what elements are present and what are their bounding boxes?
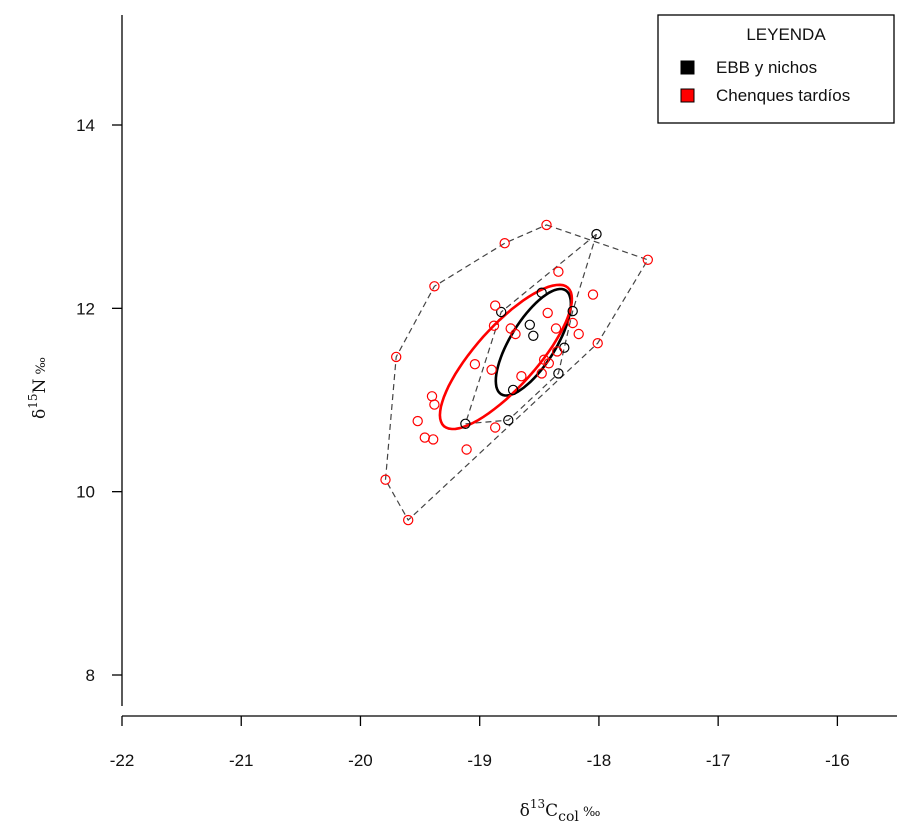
point-s1-30 [380,474,391,485]
point-s0-1 [536,287,547,298]
hull-series-1 [384,224,649,522]
point-s0-2 [567,305,578,317]
point-s0-6 [559,342,570,353]
point-s1-1 [499,237,510,249]
y-ticks: 8 10 12 14 [76,116,122,685]
y-tick-label-0: 8 [86,666,95,685]
point-s1-21 [536,368,547,379]
x-ticks: -22 -21 -20 -19 -18 -17 -16 [110,716,850,770]
y-tick-label-1: 10 [76,483,95,502]
point-s1-28 [428,434,439,445]
x-title-main: C [545,801,558,821]
x-tick-label-1: -21 [229,751,254,770]
point-s1-4 [429,281,440,292]
point-s1-14 [592,338,603,349]
x-tick-label-6: -16 [825,751,850,770]
point-s0-9 [460,418,471,429]
legend-swatch-ebb [680,60,695,75]
point-s0-3 [496,306,507,318]
point-s1-25 [412,415,423,427]
point-s1-27 [419,432,430,443]
legend-label-chenques: Chenques tardíos [716,86,850,105]
x-title-sup: 13 [530,797,545,811]
standard-ellipses [438,283,574,431]
point-s1-11 [550,323,562,334]
point-s1-0 [541,219,552,231]
point-s1-6 [490,300,501,311]
point-s1-5 [587,289,599,300]
x-tick-label-0: -22 [110,751,135,770]
axes [121,15,897,717]
y-tick-label-3: 14 [76,116,95,135]
point-s1-19 [469,359,481,370]
point-s1-26 [490,422,501,433]
legend-box [657,14,895,124]
point-s1-9 [488,320,500,331]
y-title-sup: 15 [26,393,40,408]
point-s0-4 [524,319,536,330]
point-s0-0 [591,228,602,240]
x-tick-label-5: -17 [706,751,731,770]
x-tick-label-3: -19 [467,751,492,770]
point-s1-29 [461,444,472,455]
legend: LEYENDA EBB y nichos Chenques tardíos [657,14,895,124]
x-title-sub: col [558,809,579,825]
point-s1-24 [429,399,440,410]
point-s1-13 [573,328,584,340]
x-axis-title: δ13Ccol ‰ [520,797,601,825]
convex-hulls [384,224,649,522]
point-s1-7 [542,307,553,319]
data-points [380,219,654,526]
point-s1-2 [642,254,654,265]
y-axis-title: δ15N ‰ [26,357,50,419]
point-s0-7 [553,368,564,379]
point-s1-15 [552,346,563,357]
x-tick-label-4: -18 [587,751,612,770]
ellipse-series-1 [438,283,574,431]
point-s1-31 [403,514,414,526]
point-s1-18 [543,358,555,369]
y-title-unit: ‰ [34,357,49,379]
legend-swatch-chenques [680,88,695,103]
y-title-main: N [30,378,50,393]
point-s1-20 [486,364,497,375]
y-tick-label-2: 12 [76,299,95,318]
point-s1-16 [391,351,402,363]
point-s1-12 [510,328,521,340]
point-s1-22 [516,371,527,382]
point-s1-3 [553,266,564,277]
x-tick-label-2: -20 [348,751,373,770]
point-s0-8 [507,384,519,396]
ellipse-series-0 [494,287,573,397]
legend-label-ebb: EBB y nichos [716,58,817,77]
point-s0-10 [503,415,514,426]
point-s1-8 [567,317,578,329]
legend-title: LEYENDA [746,25,826,44]
x-title-unit: ‰ [579,805,601,820]
point-s0-5 [528,330,539,341]
